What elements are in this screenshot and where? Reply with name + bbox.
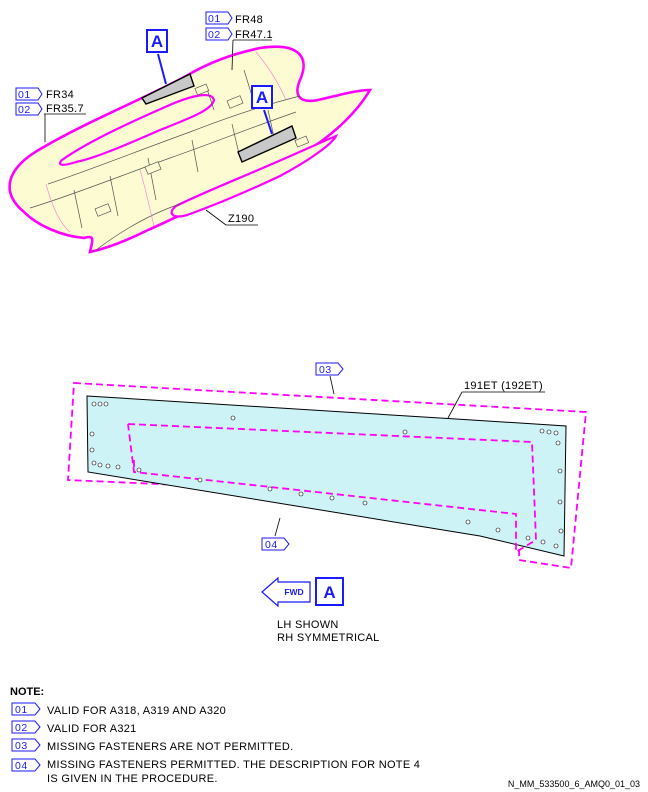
svg-text:FR34: FR34: [46, 89, 74, 101]
view-a-callout-2: A: [251, 85, 273, 109]
view-a-panel-lower: [237, 125, 297, 163]
svg-text:03: 03: [15, 740, 28, 752]
fastener-holes: [89, 401, 564, 549]
svg-text:IS GIVEN IN THE PROCEDURE.: IS GIVEN IN THE PROCEDURE.: [47, 773, 218, 785]
notes-title: NOTE:: [10, 686, 44, 698]
svg-text:01: 01: [208, 13, 221, 25]
part-label-191et: 191ET (192ET): [447, 380, 545, 419]
view-a-panel-upper: [140, 73, 195, 105]
panel-191et: [86, 395, 567, 557]
svg-text:03: 03: [319, 364, 332, 376]
svg-text:A: A: [256, 88, 268, 107]
notes-section: NOTE: 01 VALID FOR A318, A319 AND A320 0…: [10, 686, 420, 785]
orientation-indicator: FWD A LH SHOWN RH SYMMETRICAL: [261, 576, 380, 644]
svg-text:FR47.1: FR47.1: [235, 29, 273, 41]
note-02: 02 VALID FOR A321: [11, 720, 137, 735]
frame-lines-pink: [45, 51, 287, 233]
panel-detail: 03 04 191ET (192ET): [67, 362, 587, 570]
fwd-arrow: [261, 576, 311, 608]
fuselage-lower-opening: [170, 133, 339, 218]
svg-text:04: 04: [15, 760, 28, 772]
fuselage-view: A A 01 FR48 02 FR47.1 01 FR34 02 FR: [8, 11, 373, 254]
frame-label-fr48: 01 FR48: [205, 11, 263, 26]
note-01: 01 VALID FOR A318, A319 AND A320: [11, 702, 226, 717]
drawing-reference: N_MM_533500_6_AMQ0_01_03: [508, 779, 640, 789]
note-tag-03: 03: [315, 362, 344, 395]
frame-label-fr47-1: 02 FR47.1: [205, 27, 273, 71]
svg-text:FR48: FR48: [235, 14, 263, 26]
note-03: 03 MISSING FASTENERS ARE NOT PERMITTED.: [11, 738, 294, 753]
svg-text:FR35.7: FR35.7: [46, 103, 84, 115]
frame-label-fr34: 01 FR34: [15, 87, 74, 101]
zone-label-z190: Z190: [205, 209, 258, 226]
svg-text:02: 02: [18, 104, 31, 116]
svg-text:191ET (192ET): 191ET (192ET): [464, 380, 543, 392]
note-04: 04 MISSING FASTENERS PERMITTED. THE DESC…: [11, 758, 420, 785]
svg-text:Z190: Z190: [228, 213, 254, 225]
svg-text:01: 01: [18, 89, 31, 101]
svg-text:MISSING FASTENERS PERMITTED. T: MISSING FASTENERS PERMITTED. THE DESCRIP…: [47, 759, 420, 771]
note-tag-04: 04: [261, 517, 290, 551]
svg-text:VALID FOR A321: VALID FOR A321: [47, 723, 137, 735]
zone-no-missing-fasteners: [67, 382, 587, 570]
svg-text:A: A: [323, 583, 335, 602]
svg-text:01: 01: [15, 704, 28, 716]
view-a-box: [315, 577, 344, 606]
rh-symmetrical-label: RH SYMMETRICAL: [277, 632, 380, 644]
svg-text:MISSING FASTENERS ARE NOT PERM: MISSING FASTENERS ARE NOT PERMITTED.: [47, 741, 294, 753]
svg-text:02: 02: [15, 722, 28, 734]
svg-text:A: A: [151, 32, 163, 51]
frame-label-fr35-7: 02 FR35.7: [15, 102, 86, 142]
svg-text:VALID FOR A318, A319 AND A320: VALID FOR A318, A319 AND A320: [47, 705, 226, 717]
fuselage-inner-opening: [58, 94, 216, 166]
svg-text:FWD: FWD: [284, 587, 303, 597]
svg-text:04: 04: [265, 539, 278, 551]
view-a-callout-1: A: [146, 29, 168, 53]
structure-cutouts: [94, 83, 310, 217]
svg-text:02: 02: [208, 29, 221, 41]
lh-shown-label: LH SHOWN: [277, 619, 339, 631]
